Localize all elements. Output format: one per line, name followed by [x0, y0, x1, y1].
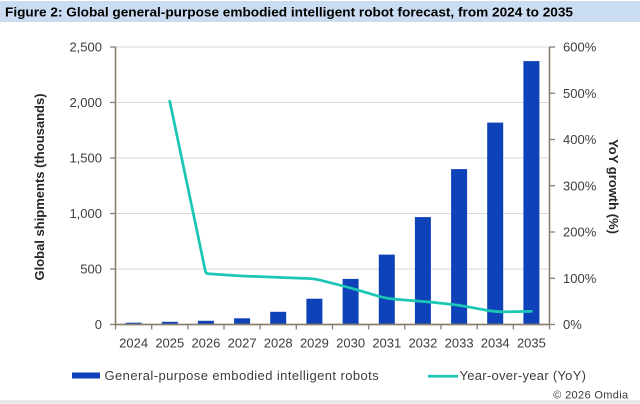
svg-text:YoY growth (%): YoY growth (%) — [606, 139, 621, 234]
svg-text:Year-over-year (YoY): Year-over-year (YoY) — [460, 368, 587, 383]
svg-text:2024: 2024 — [119, 336, 148, 351]
svg-text:2027: 2027 — [228, 336, 257, 351]
svg-text:600%: 600% — [563, 40, 597, 55]
svg-text:2033: 2033 — [445, 336, 474, 351]
svg-text:Global shipments (thousands): Global shipments (thousands) — [32, 93, 47, 280]
svg-text:2,500: 2,500 — [69, 40, 102, 55]
svg-text:2035: 2035 — [517, 336, 546, 351]
svg-text:2032: 2032 — [408, 336, 437, 351]
svg-text:2030: 2030 — [336, 336, 365, 351]
svg-text:2,000: 2,000 — [69, 95, 102, 110]
svg-text:General-purpose embodied intel: General-purpose embodied intelligent rob… — [105, 368, 380, 383]
svg-text:1,500: 1,500 — [69, 151, 102, 166]
svg-text:400%: 400% — [563, 132, 597, 147]
svg-text:2031: 2031 — [372, 336, 401, 351]
svg-text:2029: 2029 — [300, 336, 329, 351]
svg-text:500%: 500% — [563, 86, 597, 101]
svg-text:2034: 2034 — [481, 336, 510, 351]
svg-text:2028: 2028 — [264, 336, 293, 351]
svg-text:100%: 100% — [563, 271, 597, 286]
svg-text:300%: 300% — [563, 178, 597, 193]
svg-text:2025: 2025 — [155, 336, 184, 351]
svg-text:0%: 0% — [563, 317, 582, 332]
svg-text:© 2026 Omdia: © 2026 Omdia — [553, 390, 629, 402]
svg-text:500: 500 — [80, 262, 102, 277]
svg-text:0: 0 — [95, 317, 102, 332]
svg-text:200%: 200% — [563, 225, 597, 240]
svg-text:2026: 2026 — [191, 336, 220, 351]
svg-text:1,000: 1,000 — [69, 206, 102, 221]
svg-text:Figure 2: Global general-purpo: Figure 2: Global general-purpose embodie… — [5, 5, 573, 20]
